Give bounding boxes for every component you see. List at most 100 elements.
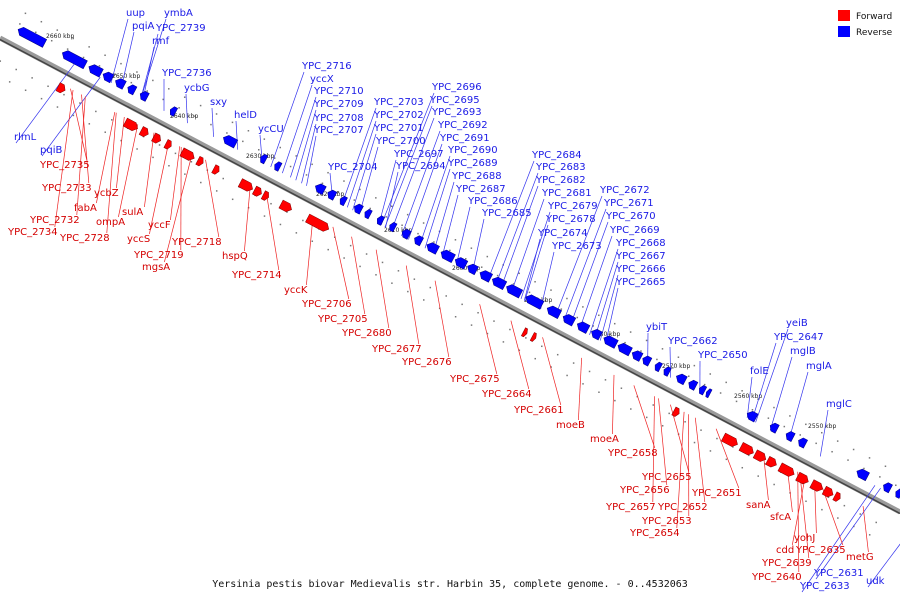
gene-label-ypc-2696[interactable]: YPC_2696: [431, 82, 482, 93]
gene-label-cdd[interactable]: cdd: [776, 545, 794, 556]
gene-label-ypc-2680[interactable]: YPC_2680: [341, 328, 392, 339]
reverse-gene-arrow[interactable]: [589, 327, 603, 341]
forward-gene-arrow[interactable]: [777, 462, 796, 478]
gene-label-ypc-2688[interactable]: YPC_2688: [451, 171, 502, 182]
reverse-gene-arrow[interactable]: [545, 304, 562, 319]
gene-label-ypc-2679[interactable]: YPC_2679: [547, 201, 598, 212]
gene-label-metg[interactable]: metG: [846, 552, 874, 563]
forward-gene-arrow[interactable]: [163, 139, 174, 151]
reverse-gene-arrow[interactable]: [630, 349, 644, 362]
reverse-gene-arrow[interactable]: [524, 293, 545, 310]
gene-label-sana[interactable]: sanA: [746, 500, 771, 511]
reverse-gene-arrow[interactable]: [641, 354, 653, 367]
gene-label-ypc-2664[interactable]: YPC_2664: [481, 389, 532, 400]
gene-label-ypc-2733[interactable]: YPC_2733: [41, 183, 92, 194]
forward-gene-arrow[interactable]: [720, 432, 739, 448]
gene-label-ypc-2707[interactable]: YPC_2707: [313, 125, 364, 136]
reverse-gene-arrow[interactable]: [400, 228, 412, 240]
forward-gene-arrow[interactable]: [821, 485, 835, 499]
gene-label-sxy[interactable]: sxy: [210, 97, 227, 108]
gene-label-ypc-2669[interactable]: YPC_2669: [609, 225, 660, 236]
gene-label-ypc-2705[interactable]: YPC_2705: [317, 314, 368, 325]
forward-gene-arrow[interactable]: [752, 449, 768, 464]
gene-label-ypc-2667[interactable]: YPC_2667: [615, 251, 666, 262]
reverse-gene-arrow[interactable]: [439, 248, 456, 264]
forward-gene-arrow[interactable]: [765, 456, 779, 469]
gene-label-ypc-2650[interactable]: YPC_2650: [697, 350, 748, 361]
reverse-gene-arrow[interactable]: [338, 195, 348, 207]
gene-label-ypc-2674[interactable]: YPC_2674: [537, 228, 588, 239]
gene-label-ypc-2655[interactable]: YPC_2655: [641, 472, 692, 483]
gene-label-ypc-2689[interactable]: YPC_2689: [447, 158, 498, 169]
forward-gene-arrow[interactable]: [138, 126, 150, 138]
forward-gene-arrow[interactable]: [122, 117, 140, 132]
gene-label-ypc-2697[interactable]: YPC_2697: [393, 149, 444, 160]
gene-label-ypc-2677[interactable]: YPC_2677: [371, 344, 422, 355]
gene-label-ypc-2651[interactable]: YPC_2651: [691, 488, 742, 499]
gene-label-ypc-2686[interactable]: YPC_2686: [467, 196, 518, 207]
gene-label-sula[interactable]: sulA: [122, 207, 143, 218]
gene-label-ypc-2734[interactable]: YPC_2734: [7, 227, 58, 238]
reverse-gene-arrow[interactable]: [375, 215, 386, 226]
gene-label-ypc-2662[interactable]: YPC_2662: [667, 336, 718, 347]
reverse-gene-arrow[interactable]: [60, 49, 88, 70]
gene-label-ypc-2681[interactable]: YPC_2681: [541, 188, 592, 199]
gene-label-ypc-2739[interactable]: YPC_2739: [155, 23, 206, 34]
gene-label-ypc-2714[interactable]: YPC_2714: [231, 270, 282, 281]
gene-label-ypc-2671[interactable]: YPC_2671: [603, 198, 654, 209]
gene-label-ypc-2672[interactable]: YPC_2672: [599, 185, 650, 196]
reverse-gene-arrow[interactable]: [412, 234, 424, 247]
reverse-gene-arrow[interactable]: [273, 161, 283, 172]
gene-label-ypc-2666[interactable]: YPC_2666: [615, 264, 666, 275]
reverse-gene-arrow[interactable]: [425, 241, 440, 255]
gene-label-mgla[interactable]: mglA: [806, 361, 832, 372]
reverse-gene-arrow[interactable]: [616, 341, 633, 357]
gene-label-ypc-2653[interactable]: YPC_2653: [641, 516, 692, 527]
gene-label-held[interactable]: helD: [234, 110, 257, 121]
gene-label-ypc-2670[interactable]: YPC_2670: [605, 211, 656, 222]
forward-gene-arrow[interactable]: [671, 406, 682, 418]
gene-label-uup[interactable]: uup: [126, 8, 145, 19]
gene-label-ypc-2708[interactable]: YPC_2708: [313, 113, 364, 124]
gene-label-ypc-2702[interactable]: YPC_2702: [373, 110, 424, 121]
gene-label-faba[interactable]: fabA: [74, 203, 97, 214]
forward-gene-arrow[interactable]: [278, 199, 294, 214]
forward-gene-arrow[interactable]: [151, 132, 162, 145]
gene-label-mglc[interactable]: mglC: [826, 399, 852, 410]
forward-gene-arrow[interactable]: [529, 332, 538, 342]
gene-label-ypc-2657[interactable]: YPC_2657: [605, 502, 656, 513]
reverse-gene-arrow[interactable]: [602, 334, 619, 349]
gene-label-ypc-2719[interactable]: YPC_2719: [133, 250, 184, 261]
gene-label-ypc-2635[interactable]: YPC_2635: [795, 545, 846, 556]
reverse-gene-arrow[interactable]: [168, 106, 179, 117]
forward-gene-arrow[interactable]: [260, 190, 271, 202]
forward-gene-arrow[interactable]: [252, 185, 263, 198]
reverse-gene-arrow[interactable]: [561, 313, 577, 327]
reverse-gene-arrow[interactable]: [326, 189, 338, 201]
forward-gene-arrow[interactable]: [520, 327, 529, 338]
reverse-gene-arrow[interactable]: [113, 77, 127, 90]
gene-label-ypc-2692[interactable]: YPC_2692: [437, 120, 488, 131]
gene-label-ypc-2652[interactable]: YPC_2652: [657, 502, 708, 513]
gene-label-ypc-2701[interactable]: YPC_2701: [373, 123, 424, 134]
gene-label-ymba[interactable]: ymbA: [164, 8, 193, 19]
gene-label-yccs[interactable]: yccS: [127, 234, 150, 245]
reverse-gene-arrow[interactable]: [687, 379, 699, 391]
gene-label-ypc-2675[interactable]: YPC_2675: [449, 374, 500, 385]
gene-label-mglb[interactable]: mglB: [790, 346, 816, 357]
gene-label-ypc-2735[interactable]: YPC_2735: [39, 160, 90, 171]
gene-label-yeib[interactable]: yeiB: [786, 318, 808, 329]
gene-label-ypc-2700[interactable]: YPC_2700: [375, 136, 426, 147]
gene-label-ypc-2736[interactable]: YPC_2736: [161, 68, 212, 79]
reverse-gene-arrow[interactable]: [16, 25, 48, 48]
gene-label-ycck[interactable]: yccK: [284, 285, 308, 296]
reverse-gene-arrow[interactable]: [704, 388, 713, 399]
reverse-gene-arrow[interactable]: [363, 208, 373, 220]
gene-label-udk[interactable]: udk: [866, 576, 885, 587]
gene-label-ypc-2728[interactable]: YPC_2728: [59, 233, 110, 244]
reverse-gene-arrow[interactable]: [745, 409, 759, 423]
gene-label-ypc-2691[interactable]: YPC_2691: [439, 133, 490, 144]
gene-label-ypc-2676[interactable]: YPC_2676: [401, 357, 452, 368]
gene-label-mgsa[interactable]: mgsA: [142, 262, 170, 273]
gene-label-ypc-2631[interactable]: YPC_2631: [813, 568, 864, 579]
